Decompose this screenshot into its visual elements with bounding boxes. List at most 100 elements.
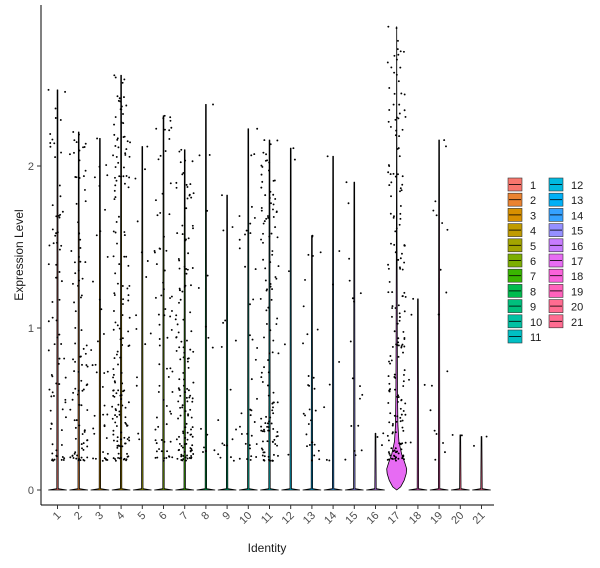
data-point [283, 343, 286, 346]
data-point [211, 346, 214, 349]
data-point [402, 50, 405, 53]
data-point [116, 138, 119, 141]
data-point [127, 330, 130, 333]
data-point [180, 148, 183, 151]
data-point [117, 161, 120, 164]
data-point [325, 458, 328, 461]
data-point [403, 244, 406, 247]
data-point [114, 184, 117, 187]
data-point [144, 343, 147, 346]
data-point [103, 404, 106, 407]
data-point [308, 408, 311, 411]
data-point [273, 438, 276, 441]
data-point [396, 415, 399, 418]
data-point [122, 298, 125, 301]
data-point [57, 214, 60, 217]
data-point [394, 251, 397, 254]
data-point [403, 345, 406, 348]
data-point [255, 443, 258, 446]
data-point [390, 66, 393, 69]
data-point [246, 432, 249, 435]
data-point [269, 285, 272, 288]
data-point [113, 310, 115, 312]
data-point [162, 398, 165, 401]
data-point [399, 416, 402, 419]
data-point [118, 175, 121, 178]
data-point [272, 216, 275, 218]
data-point [117, 146, 120, 149]
data-point [189, 311, 192, 314]
data-point [82, 448, 85, 451]
data-point [73, 370, 76, 373]
data-point [182, 430, 185, 433]
data-point [250, 205, 253, 208]
data-point [261, 165, 264, 168]
data-point [264, 194, 267, 197]
data-point [434, 200, 437, 203]
data-point [124, 416, 127, 419]
violin-8 [196, 104, 216, 491]
violin-10 [238, 128, 258, 491]
data-point [124, 153, 127, 156]
data-point [271, 253, 274, 256]
data-point [326, 155, 329, 158]
data-point [238, 247, 241, 250]
data-point [269, 329, 272, 332]
data-point [190, 456, 193, 459]
data-point [402, 330, 405, 333]
data-point [393, 92, 396, 95]
data-point [267, 455, 270, 458]
data-point [308, 384, 311, 387]
data-point [400, 448, 403, 451]
data-point [58, 298, 61, 301]
data-point [154, 296, 157, 299]
data-point [74, 426, 77, 429]
data-point [163, 457, 166, 460]
data-point [222, 321, 225, 324]
data-point [93, 432, 96, 435]
data-point [115, 425, 118, 427]
data-point [260, 429, 263, 432]
data-point [404, 402, 407, 405]
data-point [119, 356, 122, 359]
data-point [394, 456, 397, 459]
data-point [399, 407, 402, 410]
data-point [442, 442, 444, 444]
data-point [387, 375, 390, 378]
data-point [114, 231, 117, 234]
data-point [388, 109, 391, 111]
data-point [268, 197, 271, 199]
data-point [177, 400, 180, 403]
data-point [114, 458, 117, 461]
data-point [125, 458, 128, 461]
data-point [388, 382, 391, 385]
data-point [351, 297, 354, 300]
data-point [73, 261, 76, 264]
data-point [184, 239, 187, 242]
data-point [263, 336, 265, 339]
data-point [74, 360, 77, 363]
data-point [176, 323, 179, 326]
data-point [400, 189, 403, 192]
data-point [160, 439, 163, 441]
data-point [401, 268, 404, 271]
data-point [271, 250, 274, 252]
data-point [267, 359, 269, 361]
data-point [409, 441, 412, 444]
data-point [54, 117, 57, 119]
data-point [64, 401, 67, 404]
data-point [357, 424, 360, 427]
data-point [140, 251, 143, 254]
data-point [159, 211, 162, 214]
data-point [182, 458, 185, 461]
data-point [393, 376, 396, 378]
data-point [437, 313, 440, 316]
data-point [399, 257, 402, 260]
data-point [313, 443, 316, 446]
data-point [246, 458, 248, 460]
data-point [397, 394, 400, 397]
violin-17 [386, 26, 408, 491]
data-point [250, 409, 253, 412]
data-point [120, 394, 123, 397]
data-point [391, 305, 394, 308]
